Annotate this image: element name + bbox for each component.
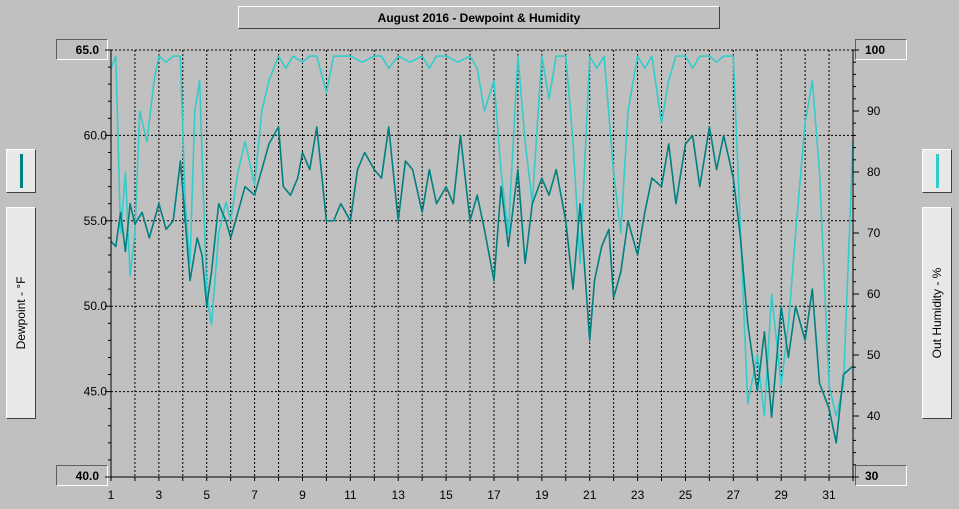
x-tick-label: 25 <box>679 488 693 502</box>
x-tick-label: 1 <box>108 488 115 502</box>
x-tick-label: 13 <box>392 488 406 502</box>
x-tick-label: 9 <box>299 488 306 502</box>
series-lines <box>110 55 854 444</box>
x-tick-label: 5 <box>203 488 210 502</box>
right-axis-min-label: 30 <box>855 465 907 486</box>
right-tick-label: 60 <box>867 287 881 301</box>
right-tick-label: 80 <box>867 165 881 179</box>
x-tick-label: 29 <box>775 488 789 502</box>
x-tick-label: 15 <box>439 488 453 502</box>
right-tick-label: 50 <box>867 348 881 362</box>
right-axis-max-label: 100 <box>855 39 907 60</box>
left-axis-max-label: 65.0 <box>56 39 108 60</box>
left-axis-min-label: 40.0 <box>56 465 108 486</box>
x-tick-label: 7 <box>251 488 258 502</box>
x-tick-label: 27 <box>727 488 741 502</box>
humidity-series-line <box>110 55 854 417</box>
left-axis-title-panel: Dewpoint - °F <box>6 207 36 419</box>
plot-area <box>111 50 853 477</box>
chart-title: August 2016 - Dewpoint & Humidity <box>238 6 720 29</box>
x-tick-label: 23 <box>631 488 645 502</box>
x-tick-label: 19 <box>535 488 549 502</box>
humidity-legend-swatch <box>922 149 952 193</box>
right-tick-label: 40 <box>867 409 881 423</box>
grid-lines <box>110 49 854 477</box>
x-tick-label: 31 <box>822 488 836 502</box>
humidity-line-icon <box>935 154 939 188</box>
x-tick-label: 11 <box>344 488 357 502</box>
left-tick-label: 45.0 <box>84 385 108 399</box>
dewpoint-series-line <box>110 126 854 444</box>
x-tick-label: 21 <box>583 488 597 502</box>
right-axis-title-panel: Out Humidity - % <box>922 207 952 419</box>
right-tick-label: 70 <box>867 226 881 240</box>
right-tick-label: 90 <box>867 104 881 118</box>
x-tick-label: 17 <box>487 488 501 502</box>
dewpoint-legend-swatch <box>6 149 36 193</box>
left-tick-label: 50.0 <box>84 299 108 313</box>
left-tick-label: 55.0 <box>84 214 108 228</box>
axes <box>105 49 859 481</box>
left-tick-label: 60.0 <box>84 128 108 142</box>
x-tick-label: 3 <box>156 488 163 502</box>
dewpoint-line-icon <box>19 154 23 188</box>
